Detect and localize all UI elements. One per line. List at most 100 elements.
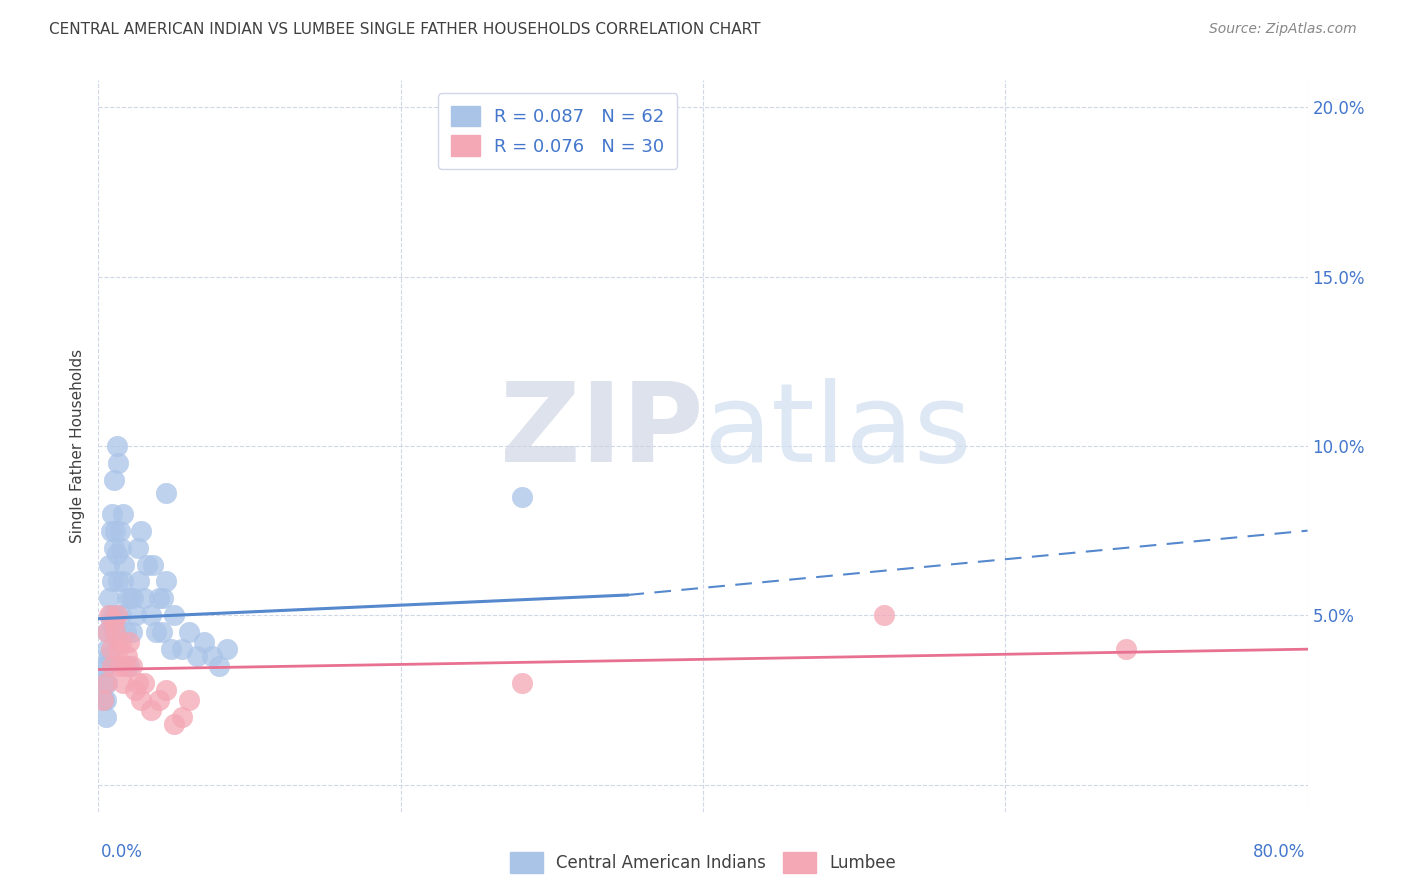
Point [152,591,174,606]
Point [150,625,173,640]
Point [104,608,127,623]
Point [510,490,533,504]
Point [135,558,157,572]
Point [122,591,145,606]
Point [114,659,136,673]
Point [107,642,129,657]
Point [179,625,201,640]
Point [93,693,115,707]
Point [108,659,131,673]
Point [118,659,141,673]
Point [163,608,186,623]
Point [111,676,134,690]
Point [110,541,132,555]
Point [193,635,215,649]
Point [94,676,117,690]
Point [124,682,146,697]
Point [96,676,118,690]
Point [94,693,117,707]
Point [118,635,141,649]
Point [128,574,150,589]
Point [1115,642,1137,657]
Point [101,574,124,589]
Point [186,648,208,663]
Point [107,574,129,589]
Point [98,591,121,606]
Point [91,693,114,707]
Text: CENTRAL AMERICAN INDIAN VS LUMBEE SINGLE FATHER HOUSEHOLDS CORRELATION CHART: CENTRAL AMERICAN INDIAN VS LUMBEE SINGLE… [49,22,761,37]
Text: ZIP: ZIP [499,378,703,485]
Point [148,693,170,707]
Point [104,524,127,538]
Point [100,615,122,629]
Point [111,507,134,521]
Point [215,642,238,657]
Point [115,591,138,606]
Point [96,642,118,657]
Point [125,608,148,623]
Point [120,591,142,606]
Point [103,473,125,487]
Point [100,608,122,623]
Point [96,625,118,640]
Point [105,608,128,623]
Point [141,703,163,717]
Point [105,547,128,561]
Point [96,625,118,640]
Point [114,625,136,640]
Point [110,608,132,623]
Point [132,676,155,690]
Point [148,591,170,606]
Point [155,574,177,589]
Point [91,659,114,673]
Point [145,625,167,640]
Point [129,524,152,538]
Point [163,716,186,731]
Point [170,642,193,657]
Point [98,648,121,663]
Point [110,635,132,649]
Point [121,625,143,640]
Point [101,659,124,673]
Legend: Central American Indians, Lumbee: Central American Indians, Lumbee [503,846,903,880]
Point [142,558,165,572]
Point [94,710,117,724]
Point [104,625,127,640]
Text: Source: ZipAtlas.com: Source: ZipAtlas.com [1209,22,1357,37]
Point [111,574,134,589]
Point [112,558,135,572]
Legend: R = 0.087   N = 62, R = 0.076   N = 30: R = 0.087 N = 62, R = 0.076 N = 30 [439,93,678,169]
Point [132,591,155,606]
Point [155,486,177,500]
Point [107,456,129,470]
Point [510,676,533,690]
Point [100,642,122,657]
Text: atlas: atlas [703,378,972,485]
Point [179,693,201,707]
Point [103,625,125,640]
Point [873,608,896,623]
Point [170,710,193,724]
Point [160,642,183,657]
Text: 80.0%: 80.0% [1253,843,1305,861]
Point [108,524,131,538]
Point [98,558,121,572]
Text: 0.0%: 0.0% [101,843,143,861]
Point [121,659,143,673]
Point [127,541,149,555]
Y-axis label: Single Father Households: Single Father Households [70,349,86,543]
Point [98,608,121,623]
Point [103,615,125,629]
Point [100,524,122,538]
Point [141,608,163,623]
Point [101,507,124,521]
Point [93,676,115,690]
Point [155,682,177,697]
Point [94,659,117,673]
Point [103,541,125,555]
Point [127,676,149,690]
Point [129,693,152,707]
Point [115,648,138,663]
Point [105,439,128,453]
Point [201,648,224,663]
